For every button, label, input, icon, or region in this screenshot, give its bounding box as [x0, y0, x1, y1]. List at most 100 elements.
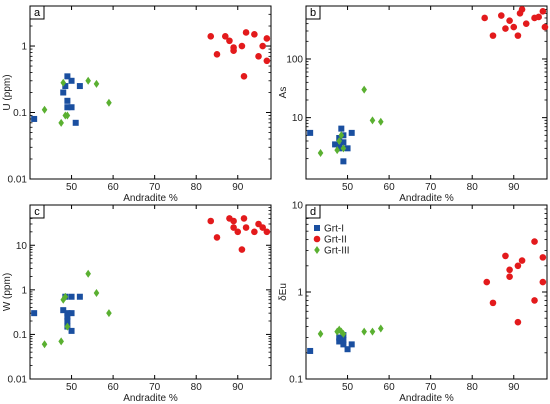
data-point-circle	[502, 252, 509, 260]
data-point-square	[64, 97, 71, 104]
data-point-circle	[489, 32, 497, 39]
x-tick-label: 50	[342, 382, 354, 393]
x-tick-label: 60	[108, 182, 120, 193]
data-point-diamond	[340, 329, 347, 338]
data-point-circle	[481, 14, 488, 22]
legend-marker	[313, 235, 321, 243]
data-point-circle	[506, 266, 513, 274]
y-axis-label: W (ppm)	[2, 273, 13, 311]
x-tick-label: 80	[191, 182, 203, 193]
data-point-square	[72, 119, 79, 126]
data-point-circle	[489, 299, 497, 307]
data-point-diamond	[338, 131, 345, 140]
data-point-circle	[230, 217, 237, 225]
data-point-square	[64, 104, 71, 111]
y-tick-label: 1	[21, 42, 27, 53]
data-point-circle	[514, 32, 522, 39]
data-point-circle	[234, 228, 242, 236]
data-point-circle	[531, 297, 538, 304]
data-point-circle	[483, 278, 491, 286]
data-point-square	[336, 338, 343, 345]
data-point-circle	[221, 33, 229, 40]
legend-label: Grt-I	[324, 224, 344, 235]
data-point-diamond	[369, 116, 376, 125]
x-tick-label: 90	[232, 382, 244, 393]
data-point-square	[60, 307, 67, 314]
data-point-circle	[514, 318, 522, 326]
y-tick-label: 1	[21, 285, 27, 296]
panel-letter: d	[310, 206, 316, 218]
data-point-square	[344, 145, 351, 152]
x-tick-label: 70	[149, 382, 161, 393]
data-point-diamond	[336, 136, 343, 145]
data-point-circle	[502, 25, 509, 32]
data-point-square	[68, 104, 75, 111]
data-point-diamond	[106, 309, 112, 318]
data-point-circle	[497, 12, 505, 19]
data-point-circle	[506, 17, 513, 24]
data-point-circle	[207, 217, 215, 225]
x-tick-label: 80	[467, 182, 479, 193]
data-point-circle	[207, 33, 215, 40]
x-tick-label: 50	[66, 382, 78, 393]
data-point-circle	[539, 254, 547, 261]
panel-c: 50 60 70 80 90 0.01 0.1 1 10 Andradite % W (ppm) c	[2, 204, 272, 404]
panel-letter: c	[34, 206, 40, 218]
data-point-circle	[242, 224, 250, 231]
data-point-diamond	[361, 327, 367, 336]
y-tick-label: 100	[286, 54, 303, 65]
data-point-square	[340, 139, 347, 146]
data-point-square	[68, 310, 75, 317]
y-axis-label: δEu	[278, 283, 289, 301]
data-point-diamond	[85, 269, 91, 278]
data-point-circle	[240, 73, 248, 80]
x-axis-label: Andradite %	[399, 193, 454, 204]
data-point-circle	[230, 224, 237, 231]
data-point-diamond	[93, 288, 100, 297]
y-axis-label: As	[278, 87, 289, 99]
data-point-circle	[213, 51, 221, 58]
data-point-square	[68, 327, 75, 334]
data-point-circle	[535, 13, 542, 21]
x-tick-label: 50	[342, 182, 354, 193]
panel-a: 50 60 70 80 90 0.01 0.1 1 Andradite % U (ppm) a	[2, 5, 272, 204]
x-tick-label: 70	[149, 182, 161, 193]
data-point-diamond	[334, 146, 340, 155]
panel-letter: b	[310, 7, 316, 19]
data-point-circle	[242, 29, 250, 36]
data-point-circle	[259, 224, 266, 231]
data-point-diamond	[317, 148, 324, 157]
x-tick-label: 60	[384, 382, 396, 393]
data-point-square	[344, 346, 351, 353]
data-point-circle	[240, 215, 248, 222]
data-point-circle	[259, 42, 266, 50]
data-point-square	[307, 129, 314, 136]
data-point-square	[60, 89, 67, 96]
data-point-circle	[251, 31, 258, 38]
data-point-circle	[230, 47, 237, 55]
data-point-square	[62, 83, 69, 90]
data-point-square	[340, 158, 347, 165]
x-tick-label: 80	[467, 382, 479, 393]
data-point-circle	[251, 228, 258, 236]
data-point-square	[348, 341, 355, 348]
data-point-diamond	[317, 329, 324, 338]
x-tick-label: 70	[425, 382, 437, 393]
data-point-diamond	[106, 98, 112, 107]
data-point-circle	[226, 37, 233, 45]
x-tick-label: 80	[191, 382, 203, 393]
data-point-diamond	[58, 337, 64, 346]
y-tick-label: 0.1	[13, 330, 27, 341]
y-tick-label: 0.01	[8, 375, 28, 386]
data-point-square	[338, 125, 345, 132]
data-point-diamond	[369, 327, 376, 336]
legend-label: Grt-II	[324, 235, 347, 246]
data-point-circle	[255, 53, 262, 60]
data-point-square	[76, 293, 83, 300]
data-point-circle	[510, 23, 518, 31]
panel-letter-box	[305, 5, 321, 20]
data-point-diamond	[62, 292, 69, 301]
data-point-diamond	[58, 118, 64, 127]
data-point-circle	[263, 35, 271, 42]
